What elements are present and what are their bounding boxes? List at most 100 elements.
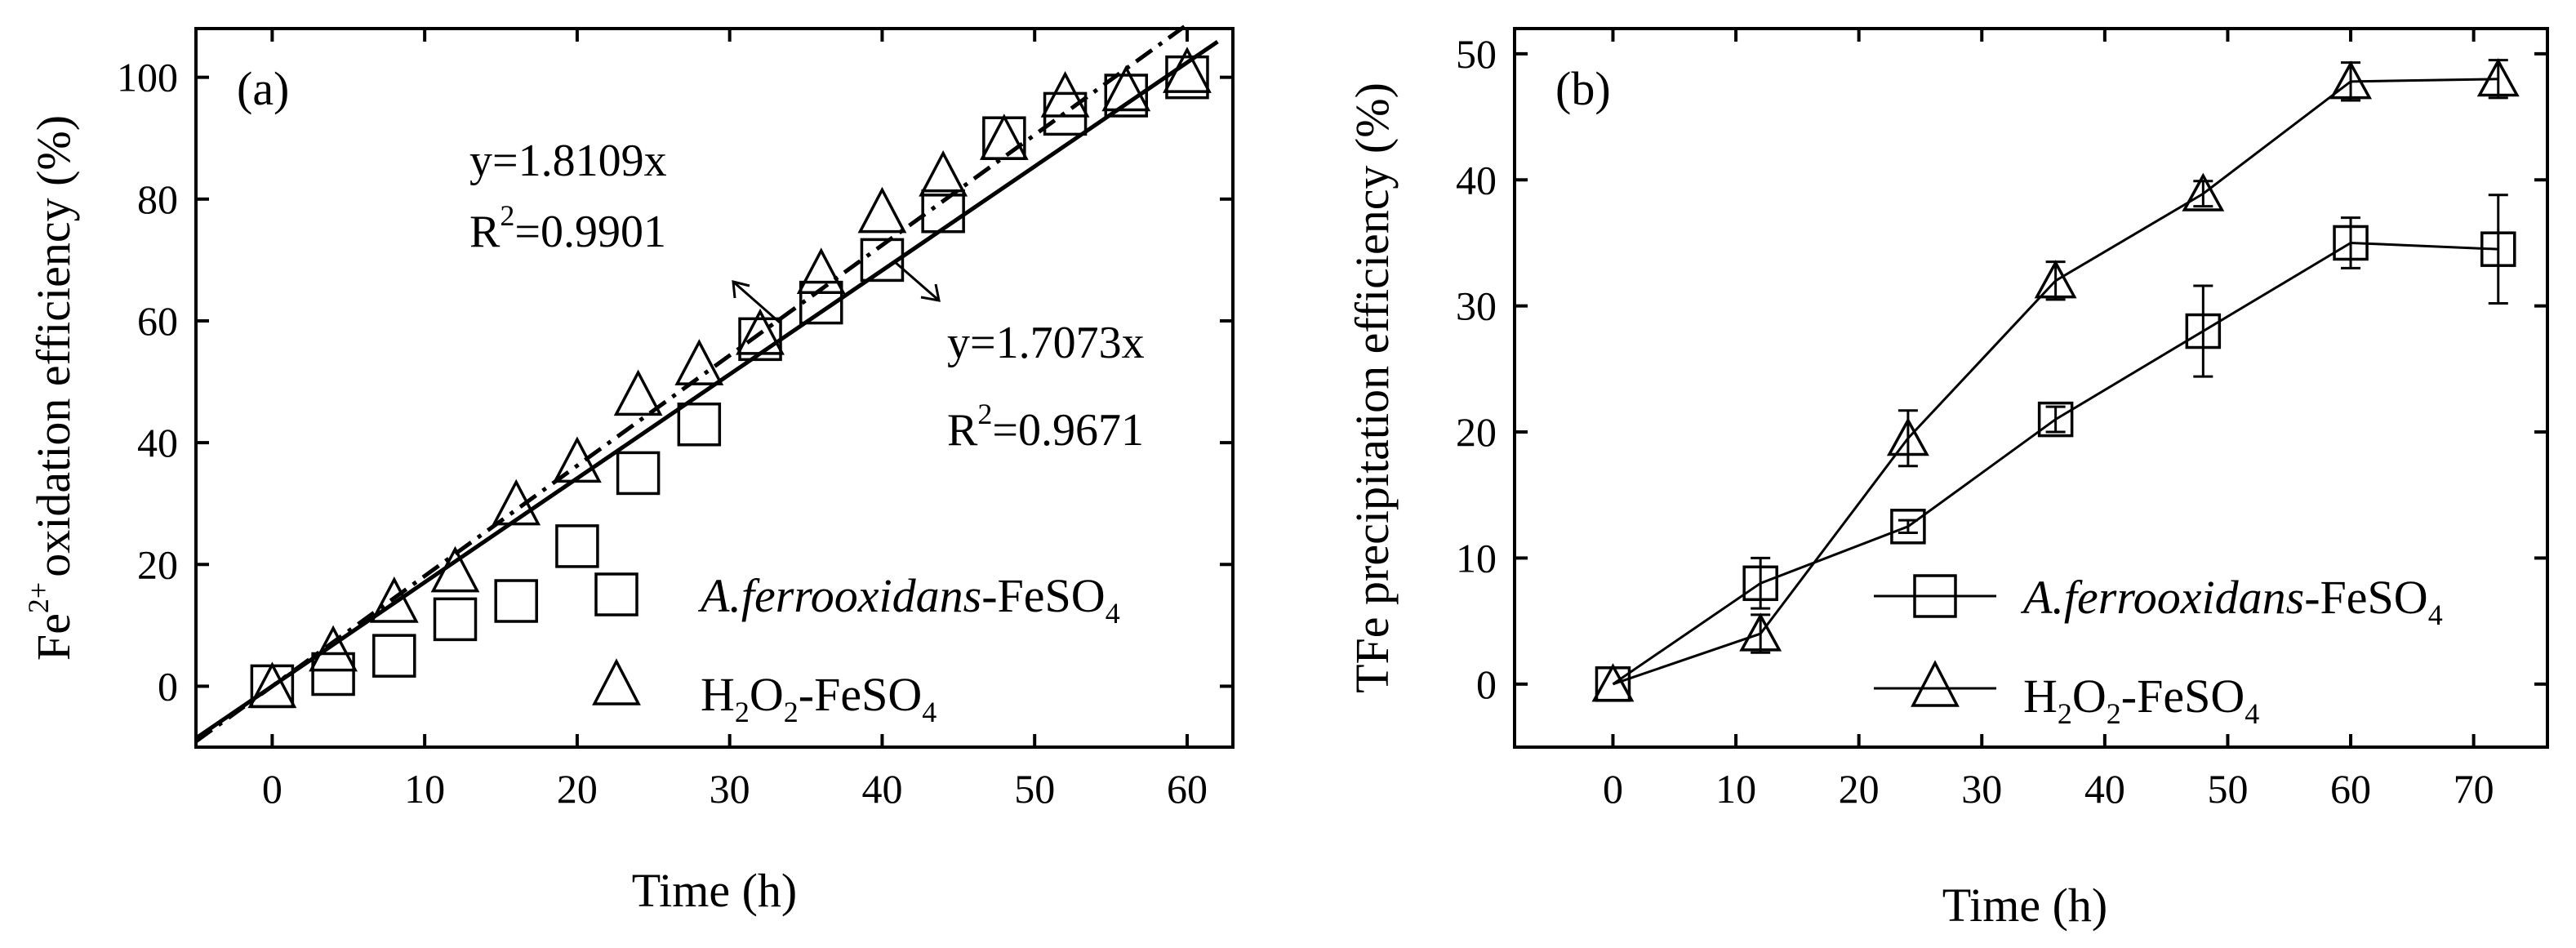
panel-b-frame: [1513, 27, 2549, 749]
panel-a-x-axis-title: Time (h): [632, 864, 798, 917]
data-point-triangle: [736, 308, 785, 355]
data-point-square: [372, 634, 416, 678]
data-point-triangle: [430, 545, 480, 593]
data-point-square: [1890, 509, 1926, 545]
data-point-triangle: [1739, 612, 1782, 652]
legend-a-series-1-label: A.ferrooxidans-FeSO4: [697, 569, 1120, 630]
fit-a-solid-equation: y=1.7073x: [947, 318, 1145, 368]
data-point-square: [2185, 313, 2222, 349]
legend-b-triangle-marker: [1911, 660, 1960, 707]
data-point-square: [616, 451, 661, 496]
data-point-triangle: [2034, 260, 2077, 299]
panel-a-tick-labels: 0 10 20 30 40 50 60 0 20 40 60 80 100: [117, 55, 1208, 812]
y-tick-label: 50: [1456, 31, 1497, 77]
panel-b-x-axis-title: Time (h): [1942, 879, 2108, 932]
legend-a-square-marker: [594, 572, 638, 616]
panel-a-label: (a): [237, 62, 289, 115]
y-tick-label: 30: [1456, 283, 1497, 329]
x-tick-label: 10: [404, 766, 445, 812]
y-tick-label: 0: [158, 663, 178, 709]
panel-b-legend: A.ferrooxidans-FeSO4 H2O2-FeSO4: [1874, 571, 2443, 730]
panel-b-markers: [1591, 58, 2520, 702]
panel-b-tick-labels: 0 10 20 30 40 50 60 70 0 10 20 30 40 50: [1456, 31, 2494, 812]
y-tick-label: 0: [1476, 661, 1497, 707]
data-point-triangle: [247, 661, 297, 709]
y-tick-label: 10: [1456, 535, 1497, 581]
fit-a-dashdot-equation: y=1.8109x: [469, 136, 667, 186]
data-point-square: [2333, 225, 2369, 261]
x-tick-label: 10: [1715, 766, 1756, 812]
x-tick-label: 0: [262, 766, 283, 812]
x-tick-label: 0: [1603, 766, 1623, 812]
data-point-square: [982, 116, 1026, 160]
legend-b-series-1-label: A.ferrooxidans-FeSO4: [2020, 571, 2443, 631]
y-tick-label: 80: [137, 176, 178, 222]
y-tick-label: 20: [137, 541, 178, 587]
data-point-triangle: [2329, 60, 2373, 100]
data-point-square: [1742, 565, 1778, 602]
data-point-triangle: [2182, 172, 2225, 211]
panel-a-y-axis-title: Fe2+ oxidation efficiency (%): [22, 115, 80, 661]
panel-a-y-axis-title-rest: oxidation efficiency (%): [27, 115, 80, 577]
y-tick-label: 100: [117, 55, 178, 100]
panel-a-ticks: [196, 29, 1233, 747]
x-tick-label: 20: [1839, 766, 1880, 812]
legend-b-square-marker: [1913, 574, 1957, 618]
x-tick-label: 70: [2454, 766, 2494, 812]
x-tick-label: 30: [1961, 766, 2002, 812]
data-point-triangle: [674, 339, 724, 385]
data-point-triangle: [613, 369, 663, 416]
panel-a-y-axis-title-sup: 2+: [22, 582, 55, 613]
panel-a-frame: [194, 27, 1235, 749]
x-tick-label: 50: [2207, 766, 2248, 812]
data-point-triangle: [1040, 71, 1090, 118]
data-point-square: [2480, 231, 2516, 267]
y-tick-label: 40: [137, 420, 178, 465]
fit-a-solid-arrow: [893, 260, 941, 302]
legend-a-triangle-marker: [592, 658, 641, 705]
fit-a-solid-r2: R2=0.9671: [947, 398, 1144, 456]
legend-b-series-2-label: H2O2-FeSO4: [2023, 670, 2259, 730]
data-point-triangle: [553, 436, 602, 483]
panel-a-y-axis-title-prefix: Fe: [27, 613, 80, 661]
data-point-square: [433, 597, 478, 642]
legend-a-series-2-label: H2O2-FeSO4: [701, 668, 937, 728]
data-point-triangle: [857, 186, 907, 234]
panel-b-y-axis-title: TFe precipitation efficiency (%): [1346, 82, 1399, 693]
data-point-square: [921, 189, 965, 234]
data-point-triangle: [1591, 663, 1635, 702]
panel-b-ticks: [1515, 29, 2547, 747]
data-point-triangle: [796, 247, 846, 294]
data-point-triangle: [919, 149, 968, 197]
x-tick-label: 60: [2330, 766, 2371, 812]
x-tick-label: 20: [557, 766, 598, 812]
data-point-square: [311, 652, 355, 697]
data-point-square: [799, 280, 843, 325]
data-point-triangle: [369, 576, 419, 623]
y-tick-label: 60: [137, 298, 178, 344]
panel-a-legend: A.ferrooxidans-FeSO4 H2O2-FeSO4: [592, 569, 1120, 728]
fit-a-dashdot-r2: R2=0.9901: [469, 199, 666, 257]
data-point-square: [2037, 401, 2074, 438]
x-tick-label: 40: [861, 766, 902, 812]
data-point-square: [555, 524, 599, 568]
x-tick-label: 40: [2084, 766, 2125, 812]
fit-line-solid: [194, 39, 1219, 741]
x-tick-label: 30: [710, 766, 750, 812]
panel-b-label: (b): [1555, 62, 1611, 115]
data-point-square: [494, 579, 538, 623]
data-point-triangle: [1163, 47, 1212, 93]
x-tick-label: 50: [1014, 766, 1055, 812]
y-tick-label: 40: [1456, 157, 1497, 203]
data-point-square: [1165, 55, 1209, 100]
data-point-square: [738, 317, 782, 362]
data-point-square: [860, 238, 905, 283]
data-point-triangle: [1886, 417, 1929, 456]
panel-a-markers: [247, 47, 1212, 709]
data-point-triangle: [2476, 58, 2520, 97]
chart-panel-a: 0 10 20 30 40 50 60 0 20 40 60 80 100 (a) Time (h) F…: [22, 23, 1235, 917]
data-point-square: [1104, 73, 1149, 118]
data-point-square: [677, 402, 722, 447]
